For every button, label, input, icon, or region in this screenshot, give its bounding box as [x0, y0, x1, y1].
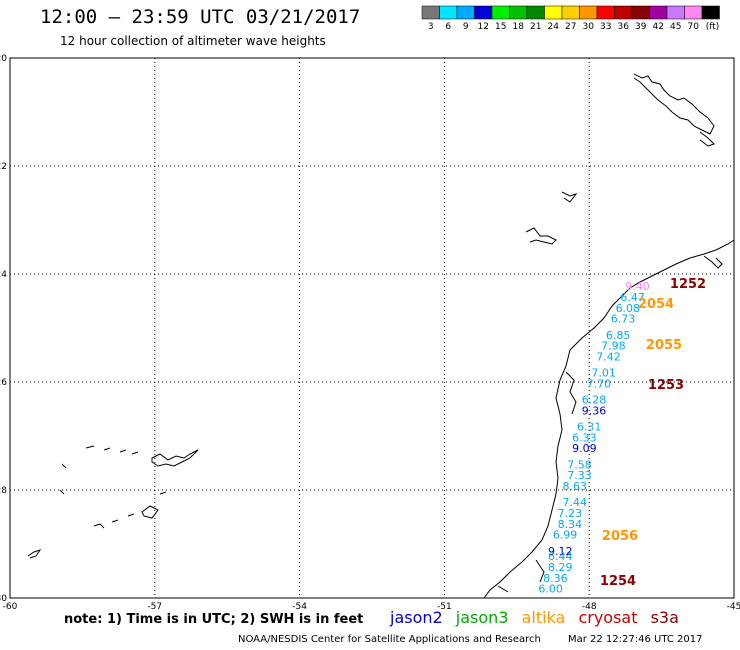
colorbar-tick-label: 27: [565, 22, 576, 32]
colorbar-swatch: [439, 5, 458, 20]
lon-tick-label: -57: [147, 602, 162, 612]
wave-height-label: 9.09: [572, 442, 597, 455]
wave-height-label: 7.58: [567, 458, 592, 471]
colorbar-swatch: [579, 5, 598, 20]
lon-tick-label: -60: [3, 602, 18, 612]
colorbar-swatch: [544, 5, 563, 20]
pass-time-label: 1252: [670, 277, 706, 292]
wave-height-label: 6.33: [572, 431, 597, 444]
colorbar-swatch: [561, 5, 580, 20]
legend-altika: altika: [521, 608, 566, 627]
legend-jason2: jason2: [390, 608, 443, 627]
wave-height-label: 6.73: [611, 313, 636, 326]
colorbar-swatch: [491, 5, 510, 20]
colorbar-swatch: [421, 5, 440, 20]
footer-timestamp: Mar 22 12:27:46 UTC 2017: [568, 634, 703, 645]
lat-tick-label: -20: [0, 54, 7, 64]
colorbar-swatch: [509, 5, 528, 20]
wave-height-label: 7.01: [591, 367, 616, 380]
colorbar-unit-label: (ft): [706, 22, 720, 32]
legend-jason3: jason3: [455, 608, 509, 627]
wave-height-label: 8.63: [562, 480, 587, 493]
colorbar-tick-label: 15: [495, 22, 506, 32]
wave-height-label: 9.12: [548, 545, 573, 558]
colorbar-swatch: [526, 5, 545, 20]
colorbar-swatch: [649, 5, 668, 20]
wave-height-label: 7.33: [567, 469, 592, 482]
legend-s3a: s3a: [650, 608, 679, 627]
colorbar-tick-label: 45: [670, 22, 681, 32]
wave-height-label: 6.00: [538, 583, 563, 596]
colorbar-swatch: [456, 5, 475, 20]
lat-tick-label: -24: [0, 270, 7, 280]
wave-height-label: 7.70: [587, 377, 612, 390]
colorbar-tick-label: 39: [635, 22, 647, 32]
lon-tick-label: -48: [582, 602, 597, 612]
colorbar-tick-label: 24: [548, 22, 560, 32]
page-subtitle: 12 hour collection of altimeter wave hei…: [60, 34, 326, 48]
colorbar-tick-label: 12: [478, 22, 489, 32]
pass-time-label: 1253: [648, 378, 684, 393]
colorbar-swatch: [666, 5, 685, 20]
colorbar-swatch: [596, 5, 615, 20]
colorbar-swatch: [684, 5, 703, 20]
colorbar-tick-label: 18: [513, 22, 525, 32]
plot-frame: [9, 57, 735, 599]
lat-tick-label: -30: [0, 594, 7, 604]
legend-cryosat: cryosat: [578, 608, 638, 627]
pass-time-label: 1254: [600, 574, 636, 589]
colorbar-tick-label: 3: [428, 22, 434, 32]
colorbar-swatch: [631, 5, 650, 20]
wave-height-label: 8.36: [543, 572, 568, 585]
lon-tick-label: -45: [727, 602, 740, 612]
colorbar-tick-label: 21: [530, 22, 541, 32]
pass-time-label: 2056: [602, 529, 638, 544]
pass-time-label: 2055: [646, 338, 682, 353]
wave-height-label: 6.08: [616, 302, 641, 315]
wave-height-label: 6.85: [606, 329, 631, 342]
colorbar-tick-label: 42: [653, 22, 664, 32]
colorbar-tick-label: 36: [618, 22, 630, 32]
colorbar-tick-label: 70: [688, 22, 700, 32]
page-title: 12:00 – 23:59 UTC 03/21/2017: [40, 6, 361, 28]
colorbar-tick-label: 9: [463, 22, 469, 32]
coastline: [27, 73, 735, 599]
wave-height-label: 7.42: [596, 350, 621, 363]
pass-time-label: 2054: [638, 297, 674, 312]
wave-height-label: 6.31: [577, 421, 602, 434]
colorbar-swatch: [701, 5, 720, 20]
wave-height-label: 6.99: [553, 529, 578, 542]
lat-tick-label: -26: [0, 378, 7, 388]
wave-height-label: 6.28: [582, 394, 607, 407]
wave-height-label: 9.40: [625, 280, 650, 293]
colorbar-swatch: [474, 5, 493, 20]
colorbar-tick-label: 30: [583, 22, 595, 32]
wave-height-label: 6.47: [620, 291, 645, 304]
wave-height-label: 6.44: [548, 550, 573, 563]
wave-height-label: 8.29: [548, 561, 573, 574]
lat-tick-label: -28: [0, 486, 7, 496]
satellite-legend: jason2 jason3 altika cryosat s3a: [390, 608, 687, 627]
colorbar-tick-label: 33: [600, 22, 611, 32]
footer-note: note: 1) Time is in UTC; 2) SWH is in fe…: [64, 612, 364, 627]
footer-credit: NOAA/NESDIS Center for Satellite Applica…: [238, 634, 541, 645]
wave-height-label: 7.44: [562, 496, 587, 509]
colorbar-tick-label: 6: [445, 22, 451, 32]
wave-height-label: 7.23: [558, 507, 583, 520]
wave-height-label: 8.34: [558, 518, 583, 531]
colorbar-swatch: [614, 5, 633, 20]
wave-height-label: 7.98: [601, 340, 626, 353]
wave-height-label: 9.36: [582, 404, 607, 417]
lon-tick-label: -54: [292, 602, 307, 612]
lon-tick-label: -51: [437, 602, 452, 612]
lat-tick-label: -22: [0, 162, 7, 172]
